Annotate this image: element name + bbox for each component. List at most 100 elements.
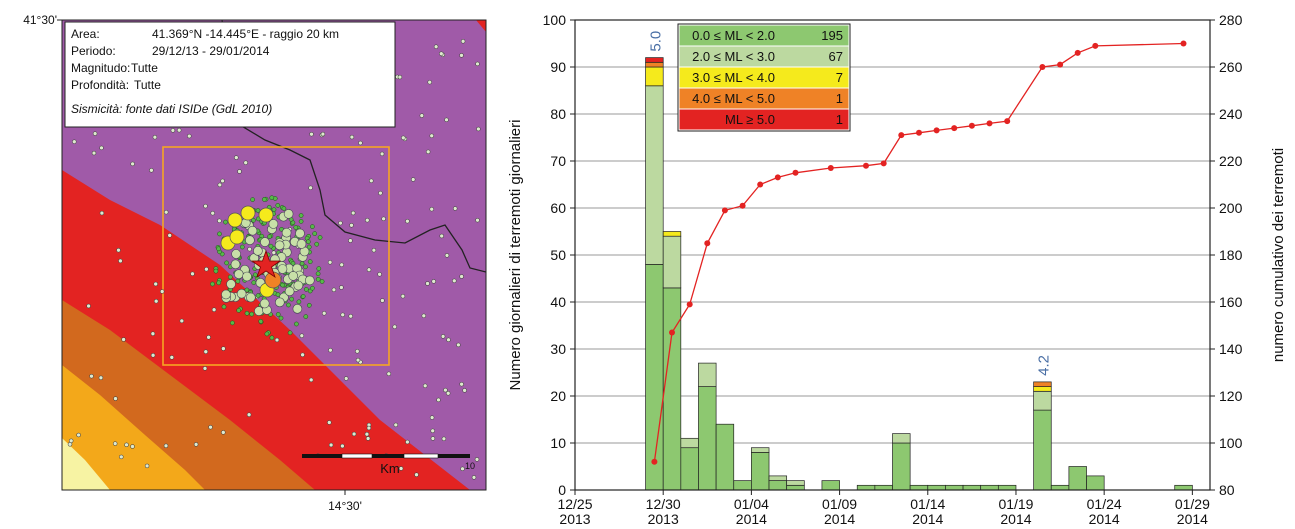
earthquake-dot [422,383,428,389]
earthquake-dot [254,306,264,316]
earthquake-dot [284,286,295,297]
earthquake-dot [355,357,361,363]
earthquake-dot [244,310,250,316]
earthquake-dot [358,140,363,146]
earthquake-dot [98,375,104,381]
cumulative-point [1092,42,1099,49]
x-tick-label: 01/19 [998,496,1033,512]
earthquake-dot [351,431,357,437]
earthquake-dot [179,318,185,324]
earthquake-dot [236,308,242,313]
earthquake-dot [298,219,304,224]
earthquake-dot [331,287,337,293]
earthquake-dot [355,349,360,354]
earthquake-dot [247,225,258,236]
earthquake-dot [235,278,241,284]
earthquake-dot [439,233,444,239]
earthquake-dot [249,311,255,317]
earthquake-dot [274,337,280,343]
y2-tick-label: 180 [1219,247,1243,263]
info-period-value: 29/12/13 - 29/01/2014 [152,44,270,58]
earthquake-dot [471,475,477,480]
cumulative-point [916,129,922,136]
earthquake-dot [269,195,275,201]
earthquake-dot [203,203,208,209]
earthquake-dot [290,260,296,266]
earthquake-dot [440,334,446,339]
earthquake-dot [460,39,466,44]
earthquake-dot [443,387,448,393]
earthquake-dot [221,289,231,300]
earthquake-dot [348,238,353,243]
info-source-note: Sismicità: fonte dati ISIDe (GdL 2010) [71,102,272,116]
earthquake-dot [446,337,451,343]
earthquake-dot [91,150,97,156]
map-lon-label: 14°30' [328,499,362,513]
bar-segment [962,484,982,491]
x-tick-year: 2014 [1177,511,1208,527]
legend-range: 3.0 ≤ ML < 4.0 [692,70,775,85]
bar-segment [1068,466,1087,491]
bar-segment [751,447,770,453]
earthquake-dot [452,278,457,284]
earthquake-dot [89,373,94,379]
bar-segment [751,452,770,491]
info-area-value: 41.369°N -14.445°E - raggio 20 km [152,27,339,41]
earthquake-dot [299,333,305,338]
bar-segment [662,231,682,237]
x-tick-year: 2013 [559,511,590,527]
cumulative-point [1057,61,1064,68]
earthquake-dot [294,321,299,327]
bar-segment [856,484,876,491]
y-tick-label: 0 [558,482,566,498]
earthquake-dot [72,139,77,144]
bar-segment [1174,484,1193,491]
bar-segment [645,57,664,63]
earthquake-dot [445,391,451,396]
cumulative-point [721,207,728,214]
earthquake-dot [277,264,288,274]
y-tick-label: 40 [550,294,566,310]
earthquake-dot [343,376,349,381]
bar-segment [645,85,664,265]
y2-tick-label: 220 [1219,153,1243,169]
earthquake-dot [287,330,293,336]
earthquake-dot [319,279,325,284]
earthquake-dot [364,431,370,437]
earthquake-dot [306,244,312,250]
bar-segment [1033,390,1052,411]
earthquake-dot [293,225,299,230]
cumulative-point [951,125,958,132]
x-tick-year: 2014 [1000,511,1031,527]
bar-segment [698,386,717,491]
y2-tick-label: 240 [1219,106,1243,122]
cumulative-point [898,132,905,139]
earthquake-dot [268,243,274,249]
earthquake-dot [340,443,345,449]
earthquake-dot [459,53,464,58]
bar-segment [874,484,893,491]
bar-segment [1033,409,1052,491]
earthquake-dot [315,276,321,282]
info-depth-value: Tutte [134,78,161,92]
bar-segment [909,484,929,491]
earthquake-dot [237,169,242,174]
earthquake-dot [475,217,480,223]
legend-swatch [678,108,850,131]
earthquake-dot [281,227,292,238]
cumulative-series [651,40,1187,465]
earthquake-dot [441,436,447,442]
earthquake-dot [274,240,285,251]
earthquake-dot [247,246,252,252]
earthquake-dot [414,472,419,477]
earthquake-dot [339,262,344,268]
earthquake-dot [405,218,410,224]
bar-segment [645,66,664,87]
earthquake-dot [99,210,105,216]
earthquake-dot [250,197,255,202]
earthquake-dot [400,293,406,299]
y-tick-label: 60 [550,200,566,216]
earthquake-dot [425,149,431,155]
earthquake-dot-large [258,207,274,223]
earthquake-dot [475,61,480,67]
